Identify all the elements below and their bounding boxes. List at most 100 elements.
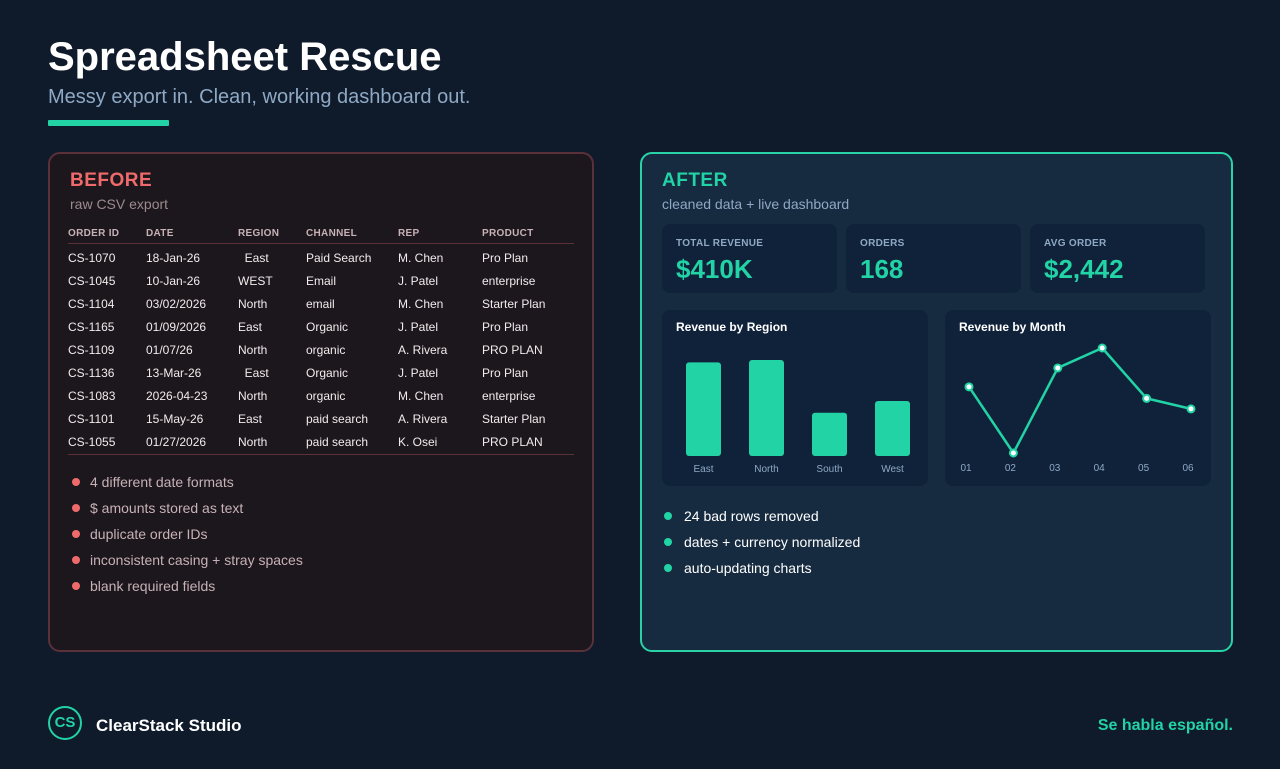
list-item: $ amounts stored as text xyxy=(70,498,303,524)
table-cell: East xyxy=(238,411,263,426)
page-title: Spreadsheet Rescue xyxy=(48,35,442,79)
table-row: CS-1055 01/27/2026 North paid search K. Osei… xyxy=(68,430,574,455)
table-cell: enterprise xyxy=(482,273,536,288)
table-cell: PRO PLAN xyxy=(482,430,574,455)
table-cell: Email xyxy=(306,273,337,288)
table-cell: Starter Plan xyxy=(482,411,546,426)
table-cell: WEST xyxy=(238,273,273,288)
table-cell: email xyxy=(306,296,335,311)
bar-east xyxy=(686,362,721,456)
table-cell: 18-Jan-26 xyxy=(146,250,201,265)
bar-west xyxy=(875,401,910,456)
table-cell: CS-1104 xyxy=(68,296,115,311)
accent-bar xyxy=(48,120,169,126)
bullet-dot-icon xyxy=(72,504,80,512)
kpi-total-revenue: TOTAL REVENUE $410K xyxy=(662,224,837,293)
table-cell: 01/09/2026 xyxy=(146,319,207,334)
list-item: inconsistent casing + stray spaces xyxy=(70,550,303,576)
table-cell: CS-1083 xyxy=(68,388,116,403)
month-line-chart: 01 02 03 04 05 06 xyxy=(960,343,1196,474)
table-cell: CS-1101 xyxy=(68,411,115,426)
table-cell: CS-1055 xyxy=(68,430,146,455)
table-cell: A. Rivera xyxy=(398,411,448,426)
bullet-dot-icon xyxy=(72,556,80,564)
bullet-dot-icon xyxy=(72,582,80,590)
bar-category-label: East xyxy=(693,464,713,475)
table-cell: 01/07/26 xyxy=(146,342,193,357)
raw-data-table: ORDER ID DATE REGION CHANNEL REP PRODUCT… xyxy=(68,226,574,455)
list-item: duplicate order IDs xyxy=(70,524,303,550)
bar-south xyxy=(812,412,847,456)
month-tick-label: 02 xyxy=(1005,463,1017,474)
table-cell: M. Chen xyxy=(398,296,444,311)
kpi-orders: ORDERS 168 xyxy=(846,224,1021,293)
table-cell: J. Patel xyxy=(398,319,439,334)
page-subtitle: Messy export in. Clean, working dashboar… xyxy=(48,86,471,108)
column-header: PRODUCT xyxy=(482,226,574,244)
month-tick-label: 03 xyxy=(1049,463,1061,474)
table-cell: 13-Mar-26 xyxy=(146,365,202,380)
table-cell: CS-1136 xyxy=(68,365,115,380)
table-row: CS-1083 2026-04-23 North organic M. Chen ente… xyxy=(68,384,574,407)
table-cell: organic xyxy=(306,342,346,357)
table-row: CS-1109 01/07/26 North organic A. Rivera PRO … xyxy=(68,338,574,361)
column-header: ORDER ID xyxy=(68,226,146,244)
bullet-dot-icon xyxy=(664,512,672,520)
table-cell: Starter Plan xyxy=(482,296,546,311)
after-panel: AFTER cleaned data + live dashboard TOTA… xyxy=(640,152,1233,652)
table-cell: Paid Search xyxy=(306,250,372,265)
issues-list: 4 different date formats $ amounts stored… xyxy=(70,472,303,602)
kpi-label: AVG ORDER xyxy=(1044,238,1107,249)
list-item-text: blank required fields xyxy=(90,578,216,594)
data-point xyxy=(1008,448,1018,458)
column-header: CHANNEL xyxy=(306,226,398,244)
list-item-text: auto-updating charts xyxy=(684,560,812,576)
list-item: 24 bad rows removed xyxy=(662,506,860,532)
table-row: CS-1045 10-Jan-26 WEST Email J. Patel enterpr… xyxy=(68,269,574,292)
kpi-value: $2,442 xyxy=(1044,254,1124,284)
table-cell: PRO PLAN xyxy=(482,342,543,357)
list-item-text: 24 bad rows removed xyxy=(684,508,819,524)
after-subheading: cleaned data + live dashboard xyxy=(662,196,850,212)
table-cell: J. Patel xyxy=(398,273,439,288)
month-tick-label: 06 xyxy=(1182,463,1194,474)
table-cell: Organic xyxy=(306,365,349,380)
column-header: DATE xyxy=(146,226,238,244)
table-cell: CS-1070 xyxy=(68,250,116,265)
table-cell: 10-Jan-26 xyxy=(146,273,201,288)
before-heading: BEFORE xyxy=(70,170,153,191)
bar-north xyxy=(749,360,784,456)
bar-category-label: South xyxy=(816,464,842,475)
chart-title: Revenue by Region xyxy=(676,320,788,334)
table-cell: M. Chen xyxy=(398,250,444,265)
kpi-label: ORDERS xyxy=(860,238,905,249)
table-cell: paid search xyxy=(306,430,398,455)
table-cell: North xyxy=(238,430,306,455)
bullet-dot-icon xyxy=(72,530,80,538)
table-cell: North xyxy=(238,342,268,357)
kpi-label: TOTAL REVENUE xyxy=(676,238,764,249)
list-item: 4 different date formats xyxy=(70,472,303,498)
month-tick-label: 05 xyxy=(1138,463,1150,474)
list-item-text: inconsistent casing + stray spaces xyxy=(90,552,303,568)
table-cell: CS-1165 xyxy=(68,319,115,334)
table-cell: 2026-04-23 xyxy=(146,388,208,403)
table-cell: 03/02/2026 xyxy=(146,296,207,311)
kpi-avg-order: AVG ORDER $2,442 xyxy=(1030,224,1205,293)
table-row: CS-1136 13-Mar-26 East Organic J. Patel Pro … xyxy=(68,361,574,384)
chart-title: Revenue by Month xyxy=(959,320,1066,334)
list-item: dates + currency normalized xyxy=(662,532,860,558)
table-cell: East xyxy=(238,250,269,265)
table-cell: Pro Plan xyxy=(482,250,529,265)
data-point xyxy=(964,382,974,392)
list-item-text: $ amounts stored as text xyxy=(90,500,244,516)
table-row: CS-1070 18-Jan-26 East Paid Search M. Chen P… xyxy=(68,244,574,270)
data-point xyxy=(1142,393,1152,403)
data-point xyxy=(1097,343,1107,353)
table-cell: Pro Plan xyxy=(482,365,529,380)
table-cell: M. Chen xyxy=(398,388,444,403)
table-cell: CS-1045 xyxy=(68,273,116,288)
data-point xyxy=(1186,404,1196,414)
table-row: CS-1101 15-May-26 East paid search A. Rivera… xyxy=(68,407,574,430)
bar-category-label: North xyxy=(754,464,778,475)
